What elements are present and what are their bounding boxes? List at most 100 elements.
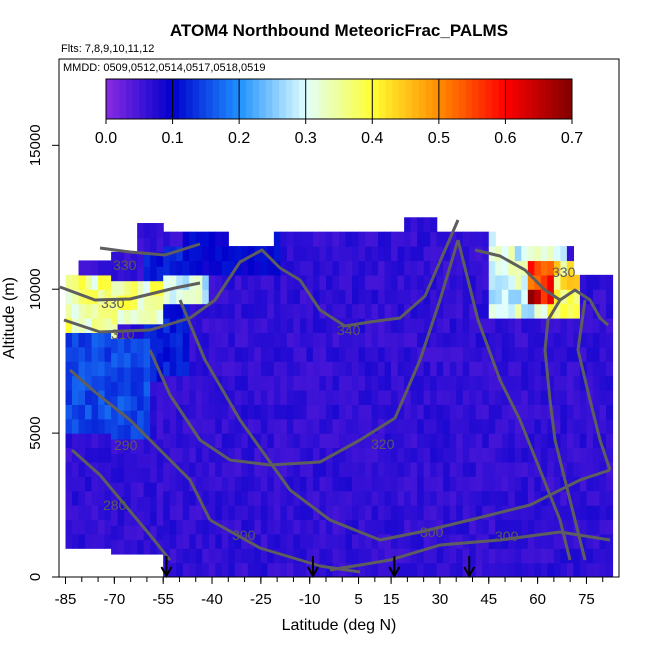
- heatmap-cell: [267, 274, 275, 290]
- heatmap-cell: [605, 332, 614, 348]
- heatmap-cell: [553, 361, 561, 377]
- heatmap-cell: [280, 533, 288, 549]
- heatmap-cell: [260, 375, 268, 391]
- heatmap-cell: [358, 562, 366, 577]
- heatmap-cell: [508, 505, 516, 521]
- heatmap-cell: [592, 490, 601, 506]
- heatmap-cell: [540, 289, 548, 305]
- heatmap-cell: [293, 490, 301, 506]
- heatmap-cell: [508, 346, 516, 362]
- heatmap-cell: [443, 562, 451, 577]
- heatmap-cell: [195, 533, 203, 549]
- heatmap-cell: [501, 332, 509, 348]
- heatmap-cell: [599, 303, 607, 319]
- heatmap-cell: [391, 418, 399, 434]
- heatmap-cell: [378, 505, 386, 521]
- heatmap-cell: [104, 346, 112, 362]
- heatmap-cell: [260, 303, 268, 319]
- heatmap-cell: [306, 433, 314, 449]
- colorbar-swatch: [132, 79, 140, 119]
- heatmap-cell: [111, 280, 119, 296]
- heatmap-cell: [521, 375, 529, 391]
- heatmap-cell: [189, 418, 197, 434]
- colorbar-swatch: [478, 79, 486, 119]
- heatmap-cell: [280, 260, 288, 276]
- colorbar-swatch: [179, 79, 187, 119]
- heatmap-cell: [345, 533, 353, 549]
- heatmap-cell: [150, 482, 158, 498]
- heatmap-cell: [475, 361, 483, 377]
- heatmap-cell: [254, 289, 262, 305]
- heatmap-cell: [260, 433, 268, 449]
- heatmap-cell: [527, 505, 535, 521]
- heatmap-cell: [514, 548, 522, 564]
- heatmap-cell: [267, 533, 275, 549]
- colorbar-swatch: [185, 79, 194, 119]
- heatmap-cell: [312, 476, 321, 492]
- heatmap-cell: [586, 490, 594, 506]
- heatmap-cell: [299, 260, 308, 276]
- heatmap-cell: [111, 338, 119, 354]
- heatmap-cell: [189, 361, 197, 377]
- heatmap-cell: [124, 309, 132, 325]
- heatmap-cell: [299, 375, 308, 391]
- flight-arrow-marker: [388, 556, 401, 579]
- heatmap-cell: [560, 375, 568, 391]
- heatmap-cell: [286, 562, 295, 577]
- heatmap-cell: [469, 318, 477, 333]
- heatmap-cell: [391, 318, 399, 333]
- heatmap-cell: [384, 562, 392, 577]
- colorbar-tick-label: 0.3: [295, 130, 317, 147]
- heatmap-cell: [391, 246, 399, 262]
- heatmap-cell: [247, 404, 255, 420]
- heatmap-cell: [482, 490, 490, 506]
- heatmap-cell: [449, 332, 457, 348]
- heatmap-cell: [293, 332, 301, 348]
- heatmap-cell: [280, 274, 288, 290]
- heatmap-cell: [605, 418, 614, 434]
- heatmap-cell: [332, 274, 340, 290]
- heatmap-cell: [221, 303, 229, 319]
- heatmap-cell: [163, 389, 171, 405]
- heatmap-cell: [449, 346, 457, 362]
- x-tick-label: 60: [529, 591, 546, 608]
- heatmap-cell: [163, 361, 171, 377]
- heatmap-cell: [150, 294, 158, 310]
- heatmap-cell: [254, 505, 262, 521]
- heatmap-cell: [85, 318, 93, 333]
- heatmap-cell: [534, 346, 542, 362]
- heatmap-cell: [143, 467, 151, 483]
- heatmap-cell: [124, 467, 132, 483]
- heatmap-cell: [560, 490, 568, 506]
- heatmap-cell: [176, 490, 184, 506]
- heatmap-cell: [202, 289, 210, 305]
- heatmap-cell: [391, 389, 399, 405]
- heatmap-cell: [436, 433, 444, 449]
- heatmap-cell: [241, 346, 249, 362]
- heatmap-cell: [508, 447, 516, 463]
- heatmap-cell: [72, 318, 80, 333]
- heatmap-cell: [325, 404, 334, 420]
- heatmap-cell: [358, 246, 366, 262]
- heatmap-cell: [599, 332, 607, 348]
- heatmap-cell: [352, 289, 360, 305]
- colorbar-swatch: [538, 79, 546, 119]
- heatmap-cell: [319, 332, 327, 348]
- heatmap-cell: [339, 490, 347, 506]
- heatmap-cell: [208, 318, 216, 333]
- heatmap-cell: [156, 280, 164, 296]
- heatmap-cell: [254, 461, 262, 477]
- heatmap-cell: [202, 433, 210, 449]
- heatmap-cell: [156, 266, 164, 282]
- heatmap-cell: [527, 274, 535, 290]
- heatmap-cell: [182, 260, 190, 276]
- heatmap-cell: [605, 303, 614, 319]
- heatmap-cell: [345, 505, 353, 521]
- heatmap-cell: [85, 490, 93, 506]
- heatmap-cell: [547, 562, 555, 577]
- heatmap-cell: [143, 237, 151, 253]
- heatmap-cell: [508, 375, 516, 391]
- heatmap-cell: [98, 476, 106, 492]
- heatmap-cell: [521, 389, 529, 405]
- heatmap-cell: [325, 562, 334, 577]
